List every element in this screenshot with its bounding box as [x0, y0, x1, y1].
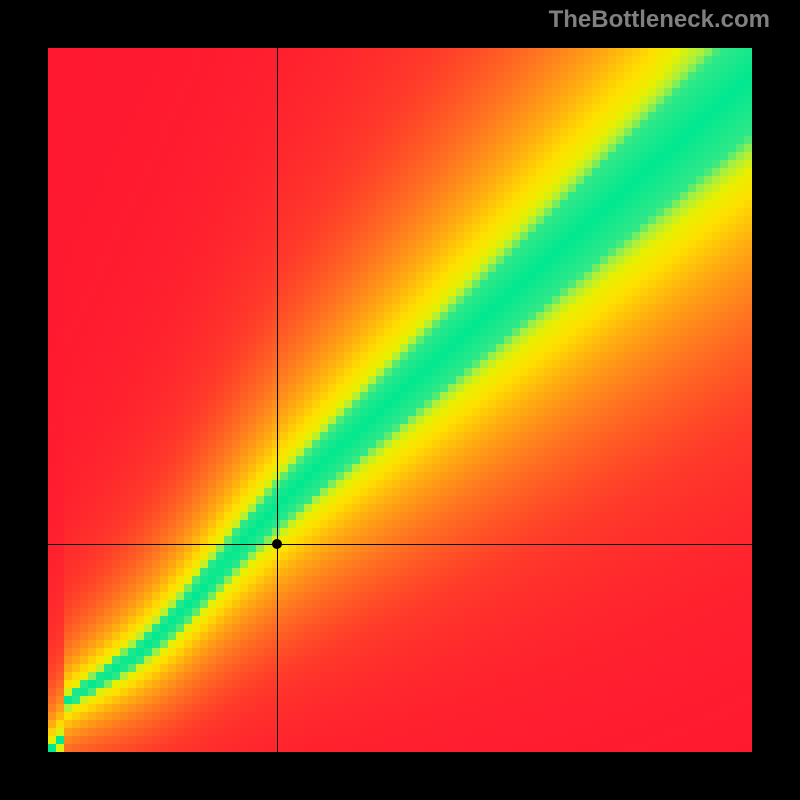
plot-area	[48, 48, 752, 752]
crosshair-vertical	[277, 48, 278, 752]
heatmap-canvas	[48, 48, 752, 752]
crosshair-horizontal	[48, 544, 752, 545]
chart-container: TheBottleneck.com	[0, 0, 800, 800]
watermark-text: TheBottleneck.com	[549, 6, 770, 34]
crosshair-marker	[272, 539, 282, 549]
